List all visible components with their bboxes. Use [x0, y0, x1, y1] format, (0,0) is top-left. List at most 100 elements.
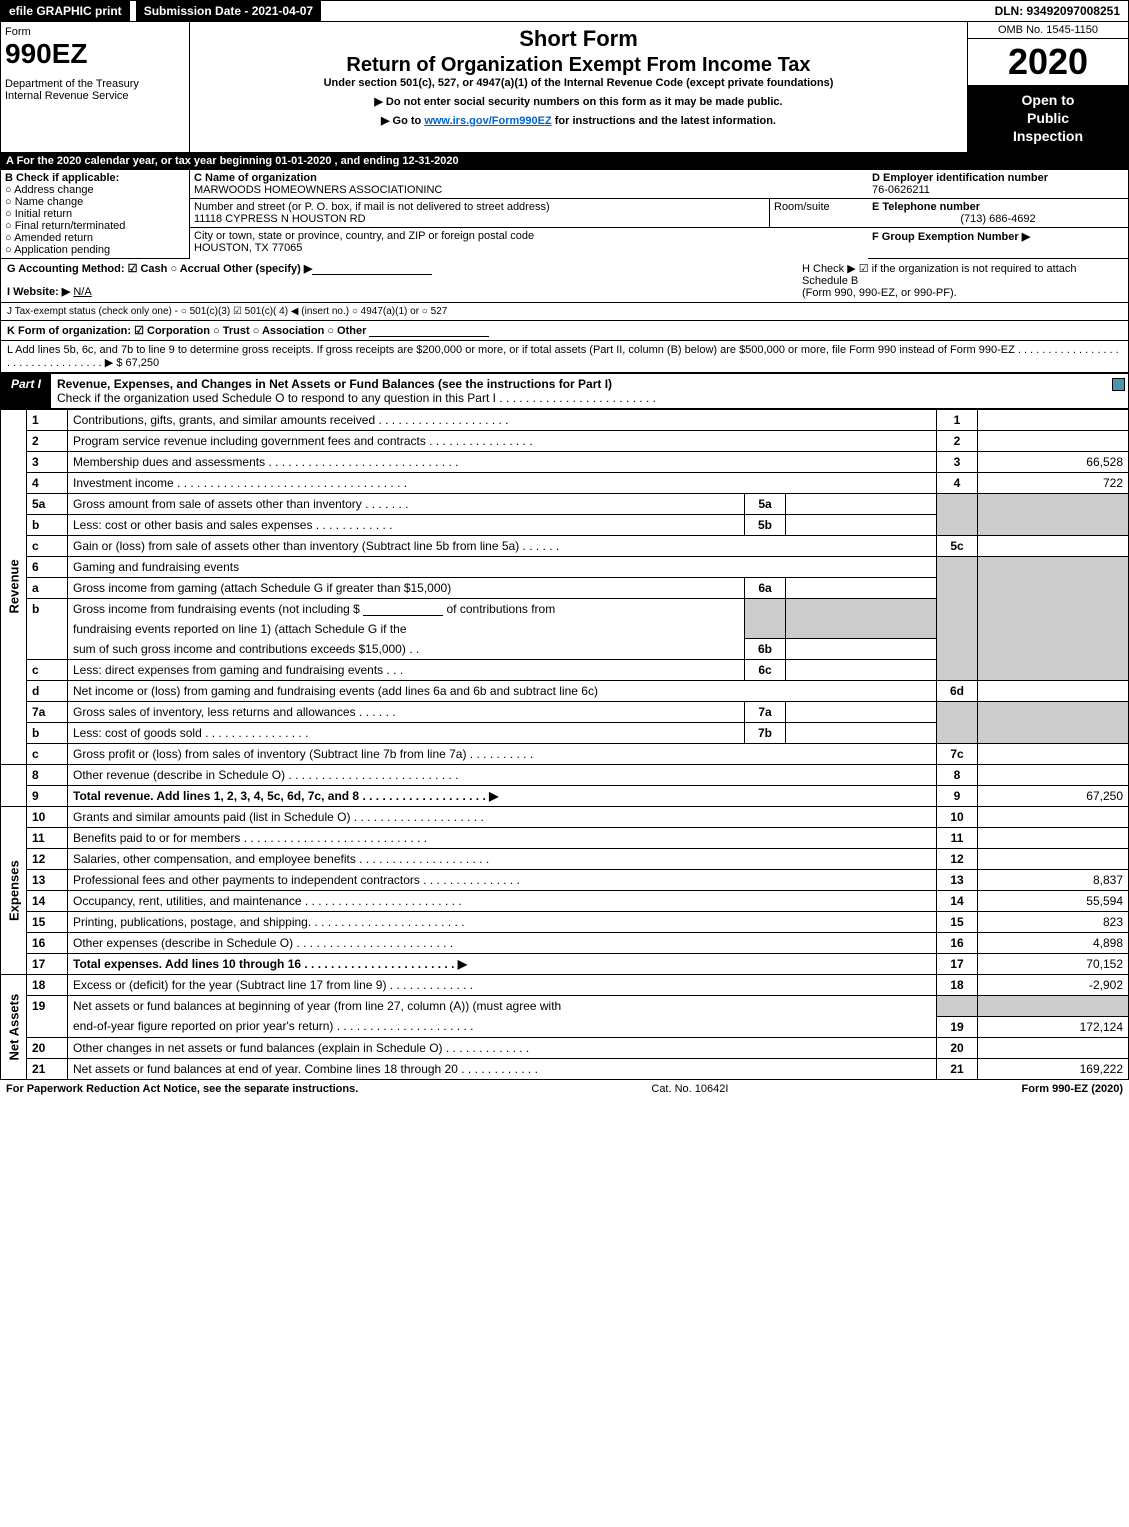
- side-revenue: Revenue: [1, 409, 27, 765]
- line-21-val: 169,222: [978, 1058, 1129, 1079]
- line-13-val: 8,837: [978, 870, 1129, 891]
- line-20-desc: Other changes in net assets or fund bala…: [68, 1037, 937, 1058]
- line-6d-desc: Net income or (loss) from gaming and fun…: [68, 681, 937, 702]
- chk-name-change[interactable]: Name change: [5, 196, 185, 208]
- line-10-desc: Grants and similar amounts paid (list in…: [68, 807, 937, 828]
- org-name: MARWOODS HOMEOWNERS ASSOCIATIONINC: [194, 184, 442, 196]
- street-cell: Number and street (or P. O. box, if mail…: [190, 199, 769, 227]
- line-3-desc: Membership dues and assessments . . . . …: [68, 451, 937, 472]
- line-12-val: [978, 849, 1129, 870]
- ein-value: 76-0626211: [872, 184, 930, 196]
- line-6d-val: [978, 681, 1129, 702]
- main-title: Return of Organization Exempt From Incom…: [194, 54, 963, 77]
- line-17-desc: Total expenses. Add lines 10 through 16 …: [68, 954, 937, 975]
- line-6a-desc: Gross income from gaming (attach Schedul…: [68, 577, 745, 598]
- line-7b-val: [786, 723, 937, 744]
- line-i-website-label: I Website: ▶: [7, 286, 70, 298]
- line-6c-val: [786, 660, 937, 681]
- line-6b-desc1: Gross income from fundraising events (no…: [68, 598, 745, 619]
- footer-left: For Paperwork Reduction Act Notice, see …: [6, 1083, 358, 1095]
- city-cell: City or town, state or province, country…: [190, 228, 868, 256]
- line-g-accounting: G Accounting Method: ☑ Cash ○ Accrual Ot…: [7, 263, 312, 275]
- line-9-val: 67,250: [978, 786, 1129, 807]
- part-1-title: Revenue, Expenses, and Changes in Net As…: [57, 377, 612, 391]
- short-form-title: Short Form: [194, 26, 963, 52]
- chk-final-return[interactable]: Final return/terminated: [5, 220, 185, 232]
- dept-irs: Internal Revenue Service: [5, 90, 185, 102]
- org-street: 11118 CYPRESS N HOUSTON RD: [194, 213, 366, 225]
- line-5c-desc: Gain or (loss) from sale of assets other…: [68, 535, 937, 556]
- room-suite-cell: Room/suite: [769, 199, 868, 227]
- tax-year: 2020: [968, 39, 1128, 85]
- side-expenses: Expenses: [1, 807, 27, 975]
- line-9-desc: Total revenue. Add lines 1, 2, 3, 4, 5c,…: [68, 786, 937, 807]
- line-2-val: [978, 430, 1129, 451]
- line-7a-val: [786, 702, 937, 723]
- line-19-desc2: end-of-year figure reported on prior yea…: [68, 1016, 937, 1037]
- chk-amended-return[interactable]: Amended return: [5, 232, 185, 244]
- line-6b-desc2: fundraising events reported on line 1) (…: [68, 619, 745, 639]
- line-11-val: [978, 828, 1129, 849]
- dln-label: DLN: 93492097008251: [987, 1, 1128, 21]
- line-4-val: 722: [978, 472, 1129, 493]
- line-5b-desc: Less: cost or other basis and sales expe…: [68, 514, 745, 535]
- line-21-desc: Net assets or fund balances at end of ye…: [68, 1058, 937, 1079]
- chk-initial-return[interactable]: Initial return: [5, 208, 185, 220]
- form-header: Form 990EZ Department of the Treasury In…: [0, 22, 1129, 153]
- dept-treasury: Department of the Treasury: [5, 78, 185, 90]
- line-5b-val: [786, 514, 937, 535]
- line-16-desc: Other expenses (describe in Schedule O) …: [68, 933, 937, 954]
- line-10-val: [978, 807, 1129, 828]
- part-1-table: Revenue 1Contributions, gifts, grants, a…: [0, 409, 1129, 1080]
- line-19-val: 172,124: [978, 1016, 1129, 1037]
- line-3-val: 66,528: [978, 451, 1129, 472]
- phone-value: (713) 686-4692: [872, 213, 1124, 225]
- line-6b-desc3: sum of such gross income and contributio…: [68, 639, 745, 660]
- line-6-desc: Gaming and fundraising events: [68, 556, 937, 577]
- line-5a-desc: Gross amount from sale of assets other t…: [68, 493, 745, 514]
- omb-number: OMB No. 1545-1150: [968, 22, 1128, 39]
- line-5a-val: [786, 493, 937, 514]
- irs-link[interactable]: www.irs.gov/Form990EZ: [424, 115, 551, 127]
- line-4-desc: Investment income . . . . . . . . . . . …: [68, 472, 937, 493]
- line-12-desc: Salaries, other compensation, and employ…: [68, 849, 937, 870]
- top-bar: efile GRAPHIC print Submission Date - 20…: [0, 0, 1129, 22]
- line-a-tax-year: A For the 2020 calendar year, or tax yea…: [0, 153, 1129, 169]
- part-1-sub: Check if the organization used Schedule …: [57, 391, 656, 405]
- line-15-desc: Printing, publications, postage, and shi…: [68, 912, 937, 933]
- line-19-desc1: Net assets or fund balances at beginning…: [68, 996, 937, 1017]
- section-c-name: C Name of organization MARWOODS HOMEOWNE…: [190, 170, 868, 199]
- chk-address-change[interactable]: Address change: [5, 184, 185, 196]
- page-footer: For Paperwork Reduction Act Notice, see …: [0, 1080, 1129, 1098]
- submission-date: Submission Date - 2021-04-07: [136, 1, 321, 21]
- line-5c-val: [978, 535, 1129, 556]
- line-j-tax-status: J Tax-exempt status (check only one) - ○…: [0, 303, 1129, 321]
- line-6c-desc: Less: direct expenses from gaming and fu…: [68, 660, 745, 681]
- line-6b-val: [786, 639, 937, 660]
- section-b-checkboxes: B Check if applicable: Address change Na…: [0, 169, 190, 259]
- section-d-ein: D Employer identification number 76-0626…: [868, 170, 1128, 199]
- line-11-desc: Benefits paid to or for members . . . . …: [68, 828, 937, 849]
- line-17-val: 70,152: [978, 954, 1129, 975]
- efile-print-button[interactable]: efile GRAPHIC print: [1, 1, 130, 21]
- part-1-header: Part I Revenue, Expenses, and Changes in…: [0, 373, 1129, 409]
- line-18-val: -2,902: [978, 975, 1129, 996]
- line-6a-val: [786, 577, 937, 598]
- line-7c-val: [978, 744, 1129, 765]
- form-number: 990EZ: [5, 38, 185, 70]
- line-15-val: 823: [978, 912, 1129, 933]
- section-e-phone: E Telephone number (713) 686-4692: [868, 199, 1128, 228]
- line-14-desc: Occupancy, rent, utilities, and maintena…: [68, 891, 937, 912]
- line-k-form-org: K Form of organization: ☑ Corporation ○ …: [0, 321, 1129, 341]
- line-7b-desc: Less: cost of goods sold . . . . . . . .…: [68, 723, 745, 744]
- footer-mid: Cat. No. 10642I: [358, 1083, 1021, 1095]
- line-8-desc: Other revenue (describe in Schedule O) .…: [68, 765, 937, 786]
- line-1-val: [978, 409, 1129, 430]
- line-8-val: [978, 765, 1129, 786]
- identity-block: B Check if applicable: Address change Na…: [0, 169, 1129, 259]
- under-section: Under section 501(c), 527, or 4947(a)(1)…: [194, 77, 963, 89]
- part-1-checkbox[interactable]: [1108, 374, 1128, 408]
- line-16-val: 4,898: [978, 933, 1129, 954]
- chk-application-pending[interactable]: Application pending: [5, 244, 185, 256]
- line-20-val: [978, 1037, 1129, 1058]
